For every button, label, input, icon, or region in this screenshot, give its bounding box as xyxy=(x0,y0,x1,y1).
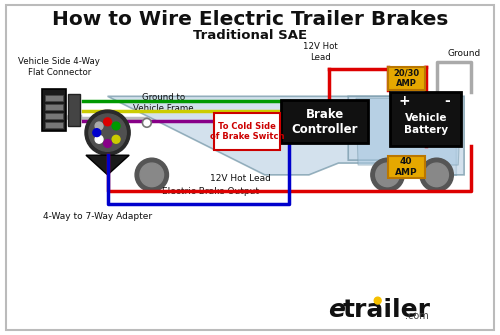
Text: e: e xyxy=(328,298,345,322)
Circle shape xyxy=(112,135,120,143)
Text: 12V Hot Lead: 12V Hot Lead xyxy=(210,174,270,183)
Text: 12V Hot
Lead: 12V Hot Lead xyxy=(304,43,338,62)
FancyBboxPatch shape xyxy=(282,100,368,143)
Circle shape xyxy=(95,135,103,143)
Polygon shape xyxy=(348,96,464,175)
Circle shape xyxy=(420,158,454,192)
Text: Ground to
Vehicle Frame: Ground to Vehicle Frame xyxy=(133,93,194,113)
Polygon shape xyxy=(108,96,457,175)
FancyBboxPatch shape xyxy=(214,113,280,150)
FancyBboxPatch shape xyxy=(44,122,64,128)
Text: How to Wire Electric Trailer Brakes: How to Wire Electric Trailer Brakes xyxy=(52,10,448,29)
Text: To Cold Side
of Brake Switch: To Cold Side of Brake Switch xyxy=(210,122,284,141)
Text: Ground: Ground xyxy=(448,49,480,58)
FancyBboxPatch shape xyxy=(68,94,80,126)
Circle shape xyxy=(425,163,448,187)
Circle shape xyxy=(374,297,381,304)
Text: 20/30
AMP: 20/30 AMP xyxy=(393,69,419,88)
FancyBboxPatch shape xyxy=(388,67,425,90)
Circle shape xyxy=(142,118,152,127)
FancyBboxPatch shape xyxy=(390,92,461,146)
Text: 40
AMP: 40 AMP xyxy=(395,157,417,177)
Circle shape xyxy=(104,139,112,147)
Circle shape xyxy=(95,122,103,130)
Text: 4-Way to 7-Way Adapter: 4-Way to 7-Way Adapter xyxy=(43,212,152,221)
Text: Electric Brake Output: Electric Brake Output xyxy=(162,188,259,196)
FancyBboxPatch shape xyxy=(44,104,64,110)
Polygon shape xyxy=(356,98,461,165)
Text: +: + xyxy=(398,94,410,108)
Circle shape xyxy=(89,114,126,151)
FancyBboxPatch shape xyxy=(44,95,64,101)
Text: Traditional SAE: Traditional SAE xyxy=(193,29,307,42)
Text: Vehicle Side 4-Way
Flat Connector: Vehicle Side 4-Way Flat Connector xyxy=(18,57,100,76)
Text: -: - xyxy=(444,94,450,108)
Circle shape xyxy=(112,122,120,130)
Circle shape xyxy=(376,163,400,187)
Text: Brake
Controller: Brake Controller xyxy=(292,108,358,136)
Polygon shape xyxy=(86,155,129,175)
Circle shape xyxy=(140,163,164,187)
FancyBboxPatch shape xyxy=(388,156,425,178)
Circle shape xyxy=(93,129,100,137)
FancyBboxPatch shape xyxy=(42,89,66,131)
FancyBboxPatch shape xyxy=(6,5,494,330)
Text: Vehicle
Battery: Vehicle Battery xyxy=(404,114,448,135)
Text: trailer: trailer xyxy=(342,298,430,322)
Text: .com: .com xyxy=(405,311,429,321)
FancyBboxPatch shape xyxy=(44,113,64,119)
Circle shape xyxy=(371,158,404,192)
Circle shape xyxy=(135,158,168,192)
Circle shape xyxy=(85,110,130,155)
Circle shape xyxy=(104,118,112,126)
